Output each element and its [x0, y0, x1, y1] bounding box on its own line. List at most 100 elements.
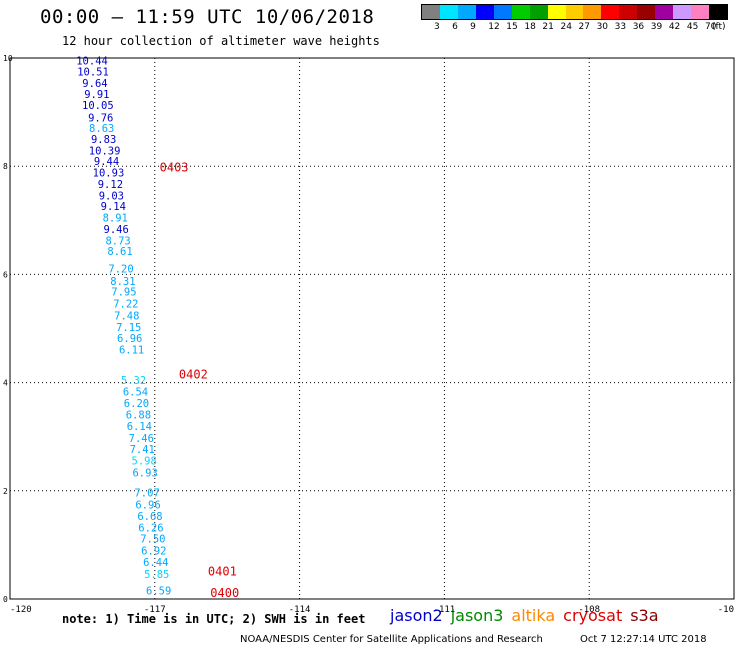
- colorbar-swatch: [422, 5, 440, 19]
- colorbar: [421, 4, 728, 20]
- wave-height-label: 7.07: [134, 487, 159, 499]
- wave-height-label: 8.31: [110, 276, 135, 288]
- wave-height-label: 5.98: [132, 456, 157, 468]
- wave-height-label: 6.44: [143, 557, 168, 569]
- lon-tick-label: -108: [578, 605, 600, 615]
- lat-tick-label: 4: [3, 379, 8, 388]
- lat-tick-label: 0: [3, 595, 8, 604]
- colorbar-label: 6: [452, 22, 458, 32]
- lon-tick-label: -114: [289, 605, 311, 615]
- satellite-legend-item: jason2: [390, 606, 443, 625]
- lat-tick-label: 10: [3, 54, 13, 63]
- satellite-legend: jason2 jason3 altika cryosat s3a: [390, 606, 667, 625]
- lon-tick-label: -120: [10, 605, 32, 615]
- colorbar-label: 30: [596, 22, 609, 32]
- wave-height-label: 7.95: [111, 287, 136, 299]
- track-time-label: 0402: [179, 367, 208, 381]
- colorbar-label: 15: [506, 22, 518, 32]
- satellite-legend-item: altika: [511, 606, 556, 625]
- map-frame: [9, 57, 735, 600]
- colorbar-label: 24: [560, 22, 572, 32]
- wave-height-label: 6.11: [119, 345, 144, 357]
- wave-height-label: 10.44: [76, 56, 108, 68]
- wave-height-label: 6.96: [135, 499, 160, 511]
- note-text: note: 1) Time is in UTC; 2) SWH is in fe…: [62, 612, 366, 626]
- wave-height-label: 6.54: [123, 386, 148, 398]
- colorbar-swatch: [709, 5, 727, 19]
- colorbar-label: 36: [632, 22, 645, 32]
- wave-height-label: 7.22: [113, 299, 138, 311]
- colorbar-label: 33: [614, 22, 627, 32]
- colorbar-label: 9: [470, 22, 476, 32]
- page-title: 00:00 – 11:59 UTC 10/06/2018: [40, 6, 375, 28]
- wave-height-label: 7.20: [108, 263, 133, 275]
- wave-height-label: 6.93: [132, 467, 157, 479]
- wave-height-label: 9.46: [104, 224, 129, 236]
- wave-height-label: 9.83: [91, 134, 116, 146]
- lon-tick-label: -117: [144, 605, 166, 615]
- track-time-label: 0400: [210, 586, 239, 600]
- colorbar-label: 42: [668, 22, 681, 32]
- colorbar-label: 12: [488, 22, 500, 32]
- colorbar-label: 45: [686, 22, 699, 32]
- wave-height-label: 9.14: [101, 201, 126, 213]
- generated-timestamp: Oct 7 12:27:14 UTC 2018: [580, 634, 707, 645]
- lat-tick-label: 2: [3, 487, 8, 496]
- wave-height-label: 6.88: [126, 410, 151, 422]
- colorbar-label: 70: [704, 22, 717, 32]
- colorbar-swatch: [655, 5, 674, 19]
- colorbar-swatch: [547, 5, 566, 19]
- colorbar-swatch: [691, 5, 709, 19]
- wave-height-label: 5.32: [121, 375, 146, 387]
- colorbar-swatch: [493, 5, 512, 19]
- wave-height-label: 8.73: [105, 235, 130, 247]
- colorbar-swatch: [439, 5, 458, 19]
- colorbar-unit: (ft): [712, 22, 726, 32]
- colorbar-label: 39: [650, 22, 663, 32]
- wave-height-label: 9.44: [94, 156, 119, 168]
- colorbar-swatch: [673, 5, 692, 19]
- wave-height-label: 9.12: [98, 179, 123, 191]
- colorbar-swatch: [637, 5, 656, 19]
- colorbar-labels: 3 6 9 12 15 18 21 24 27 30 33 36 39 42 45 70 (ft): [421, 22, 728, 34]
- wave-height-label: 6.59: [146, 585, 171, 597]
- wave-height-label: 10.39: [89, 146, 121, 158]
- colorbar-label: 27: [578, 22, 590, 32]
- wave-height-label: 6.14: [127, 421, 152, 433]
- lon-tick-label: -111: [434, 605, 456, 615]
- wave-height-label: 6.96: [117, 333, 142, 345]
- satellite-legend-item: jason3: [450, 606, 504, 625]
- colorbar-swatch: [583, 5, 602, 19]
- credit-text: NOAA/NESDIS Center for Satellite Applica…: [240, 634, 543, 645]
- wave-height-label: 6.20: [124, 398, 149, 410]
- wave-height-label: 6.68: [137, 511, 162, 523]
- wave-height-label: 8.63: [89, 123, 114, 135]
- wave-height-label: 9.64: [82, 78, 107, 90]
- wave-height-label: 7.15: [116, 322, 141, 334]
- satellite-legend-item: cryosat: [563, 606, 623, 625]
- wave-height-label: 10.93: [93, 168, 125, 180]
- track-time-label: 0403: [160, 161, 189, 175]
- wave-height-label: 6.26: [138, 523, 163, 535]
- colorbar-swatch: [601, 5, 620, 19]
- wave-height-label: 10.51: [77, 67, 109, 79]
- wave-height-label: 5.85: [144, 569, 169, 581]
- wave-height-label: 7.50: [140, 533, 165, 545]
- wave-height-label: 10.05: [82, 100, 114, 112]
- page-subtitle: 12 hour collection of altimeter wave hei…: [62, 34, 380, 48]
- lat-tick-label: 6: [3, 270, 8, 279]
- colorbar-label: 21: [542, 22, 554, 32]
- lat-tick-label: 8: [3, 162, 8, 171]
- wave-height-label: 7.41: [130, 444, 155, 456]
- colorbar-label: 3: [434, 22, 440, 32]
- wave-height-label: 8.61: [107, 246, 132, 258]
- colorbar-swatch: [511, 5, 530, 19]
- colorbar-swatch: [457, 5, 476, 19]
- colorbar-swatch: [619, 5, 638, 19]
- colorbar-swatch: [475, 5, 494, 19]
- wave-height-label: 8.91: [103, 213, 128, 225]
- colorbar-label: 18: [524, 22, 536, 32]
- colorbar-swatch: [565, 5, 584, 19]
- wave-height-label: 6.92: [141, 545, 166, 557]
